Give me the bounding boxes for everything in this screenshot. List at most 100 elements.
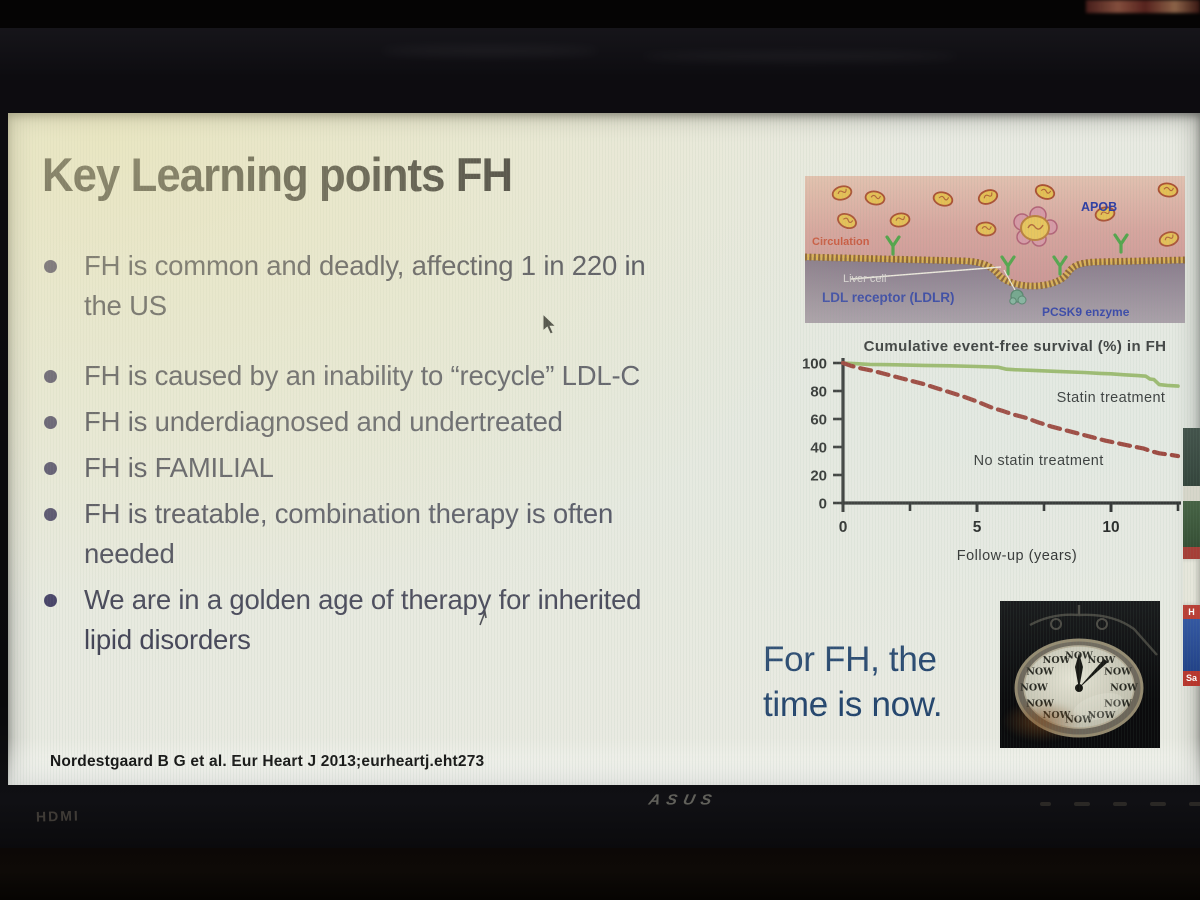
bullet-text: FH is underdiagnosed and undertreated	[84, 406, 563, 437]
pointer-line	[850, 266, 1002, 280]
hdmi-port-label: HDMI	[35, 807, 80, 825]
statin-line	[841, 361, 1180, 388]
bullet-item: FH is caused by an inability to “recycle…	[44, 356, 784, 396]
ldl-particle	[1094, 206, 1116, 222]
clock-now-label: NOW	[1088, 710, 1116, 721]
y-tick-label: 0	[819, 496, 827, 513]
presentation-slide-screen[interactable]: Key Learning points FH FH is common and …	[8, 113, 1200, 785]
minute-hand	[1077, 659, 1108, 690]
y-tick-label: 20	[810, 468, 827, 485]
bracket-scroll	[1096, 618, 1108, 630]
chart-plot-area: 0 20 40 60 80 100 0 5 10 Statin treatment No stati…	[802, 356, 1181, 536]
thumbnail-red-icon[interactable]	[1183, 547, 1200, 559]
bullet-item: FH is treatable, combination therapy is …	[44, 494, 784, 574]
bullet-item: FH is underdiagnosed and undertreated	[44, 402, 784, 442]
ldl-receptor-label: LDL receptor (LDLR)	[822, 290, 955, 305]
warm-reflection	[1002, 700, 1082, 742]
ldl-receptor-diagram: Circulation Liver cell LDL receptor (LDL…	[804, 176, 1186, 323]
glass-reflection	[1072, 693, 1124, 721]
clock-now-label: NOW	[1104, 699, 1132, 710]
thumbnail-light[interactable]	[1183, 486, 1200, 501]
bullet-dot	[44, 260, 57, 273]
now-clock-image: NOWNOWNOWNOWNOWNOWNOWNOWNOWNOWNOWNOW	[1000, 601, 1160, 748]
bullet-item: FH is common and deadly, affecting 1 in …	[44, 246, 784, 326]
circulation-label: Circulation	[812, 236, 870, 248]
asus-brand-logo: ASUS	[647, 792, 719, 809]
bullet-dot	[44, 508, 57, 521]
bullet-text: We are in a golden age of therapy for in…	[84, 584, 642, 655]
clock-now-label: NOW	[1088, 655, 1116, 666]
ldl-particle	[1158, 231, 1180, 247]
thumbnail-document[interactable]	[1183, 559, 1200, 605]
osd-glyph	[1150, 802, 1166, 806]
pointer-line	[1003, 269, 1016, 291]
citation-text: Nordestgaard B G et al. Eur Heart J 2013…	[50, 753, 485, 770]
ldl-particles	[831, 182, 1180, 247]
monitor-bezel: Key Learning points FH FH is common and …	[0, 28, 1200, 850]
clock-now-label: NOW	[1104, 667, 1132, 678]
clock-now-label: NOW	[1110, 683, 1138, 694]
liver-cell-label: Liver cell	[843, 273, 886, 285]
ldl-receptor-y	[1000, 255, 1016, 276]
clock-now-label: NOW	[1020, 683, 1048, 694]
clock-now-label: NOW	[1043, 655, 1071, 666]
ldl-particle	[932, 191, 954, 207]
large-ldl-apob-particle	[1013, 206, 1058, 247]
bracket-scroll	[1050, 618, 1062, 630]
slide-title: Key Learning points FH	[42, 148, 513, 201]
chart-x-axis-label: Follow-up (years)	[956, 548, 1078, 564]
ldl-particle	[1034, 184, 1056, 200]
x-tick-label: 10	[1102, 519, 1119, 536]
bezel-reflection	[640, 52, 960, 61]
bullet-dot	[44, 416, 57, 429]
hour-hand	[1075, 653, 1083, 689]
badge-h[interactable]: H	[1183, 605, 1200, 619]
room-shelf-blur	[1086, 0, 1200, 13]
ldl-particle	[1157, 182, 1179, 198]
ldl-particle	[864, 190, 886, 206]
chart-title: Cumulative event-free survival (%) in FH	[863, 338, 1167, 355]
ldl-receptors	[885, 233, 1129, 276]
series-label: Statin treatment	[1057, 390, 1166, 406]
ldl-particle	[977, 189, 999, 205]
osd-glyph	[1189, 802, 1200, 806]
ldl-receptor-y	[1113, 233, 1129, 254]
bullet-text: FH is caused by an inability to “recycle…	[84, 360, 641, 391]
bezel-reflection	[380, 46, 600, 56]
bullet-dot	[44, 594, 57, 607]
emphasis-text: For FH, the time is now.	[763, 640, 943, 724]
pcsk9-enzyme-particle	[1009, 289, 1027, 305]
background-window-sliver[interactable]: H Sa	[1183, 428, 1200, 700]
y-tick-label: 100	[802, 356, 827, 373]
osd-glyph	[1074, 802, 1090, 806]
bullet-text: FH is treatable, combination therapy is …	[84, 498, 614, 569]
badge-sa[interactable]: Sa	[1183, 671, 1200, 686]
thumbnail-plants[interactable]	[1183, 501, 1200, 547]
pen-annotation-mark	[479, 610, 487, 626]
bullet-dot	[44, 462, 57, 475]
bullet-dot	[44, 370, 57, 383]
bullet-text: FH is FAMILIAL	[84, 452, 274, 483]
ldl-particle	[831, 185, 853, 201]
survival-chart: Cumulative event-free survival (%) in FH…	[787, 338, 1199, 564]
ldl-receptor-y	[1052, 255, 1068, 276]
osd-glyph	[1040, 802, 1051, 806]
series-label: No statin treatment	[974, 453, 1104, 469]
apob-label: APOB	[1081, 200, 1117, 214]
room-background-bottom	[0, 848, 1200, 900]
x-tick-label: 0	[839, 519, 848, 536]
clock-now-label: NOW	[1026, 667, 1054, 678]
thumbnail-dark[interactable]	[1183, 428, 1200, 486]
pcsk9-label: PCSK9 enzyme	[1042, 305, 1130, 319]
ldl-particle	[889, 212, 911, 228]
thumbnail-blue[interactable]	[1183, 619, 1200, 671]
y-tick-label: 80	[810, 384, 827, 401]
y-tick-label: 40	[810, 440, 827, 457]
y-tick-label: 60	[810, 412, 827, 429]
cell-membrane	[804, 253, 1186, 290]
osd-button-labels	[1040, 802, 1200, 806]
ldl-particle	[837, 212, 857, 230]
ldl-particle	[975, 221, 997, 237]
bullet-item: We are in a golden age of therapy for in…	[44, 580, 784, 660]
ldl-receptor-y	[885, 235, 901, 256]
